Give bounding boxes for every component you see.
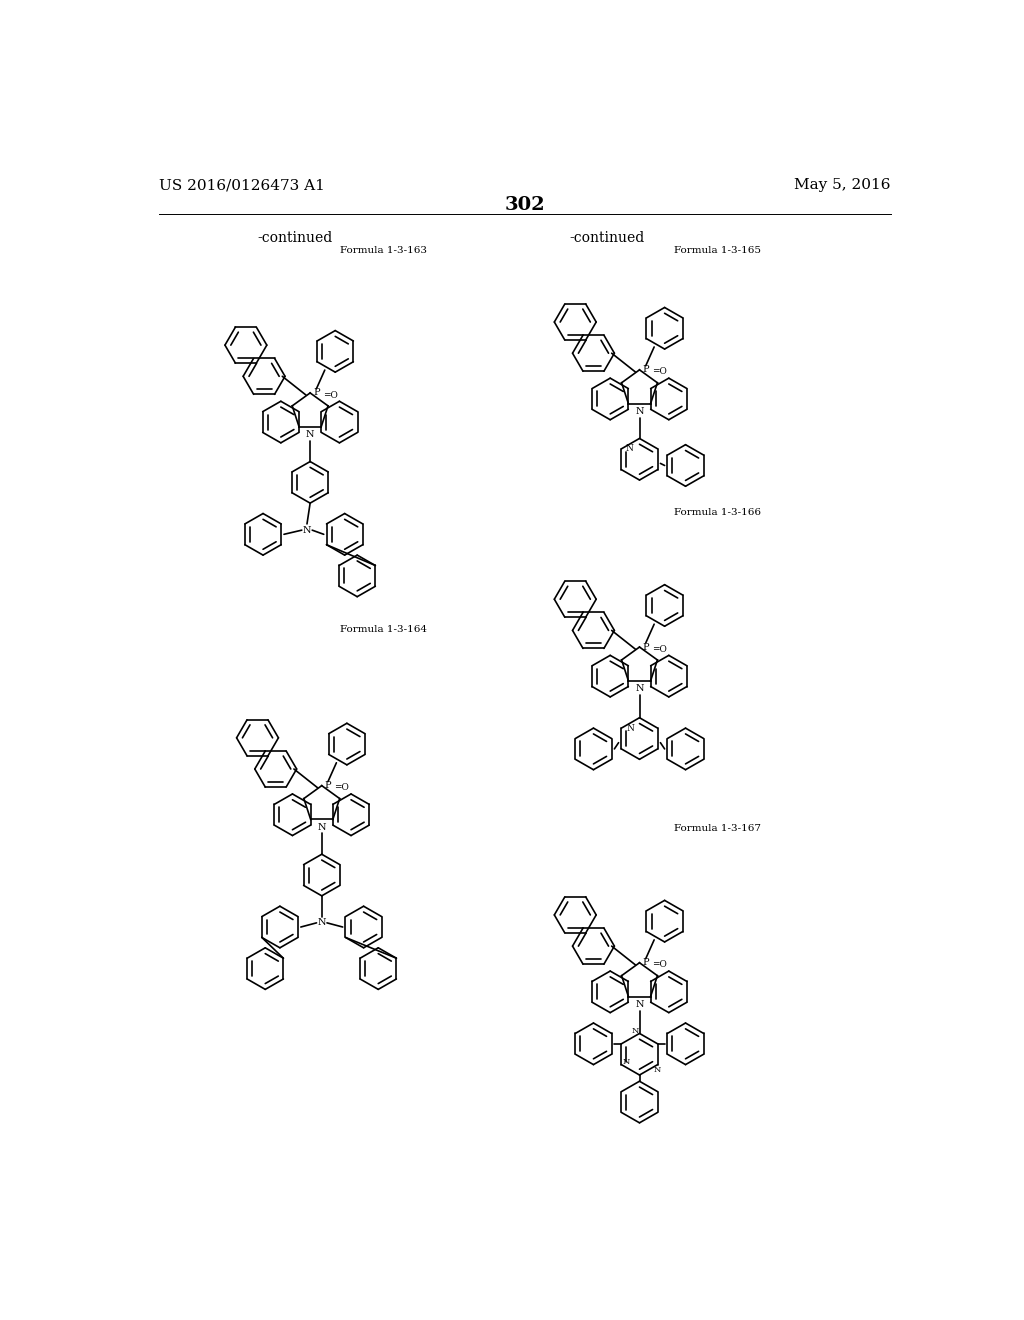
Text: P: P bbox=[643, 958, 649, 968]
Text: N: N bbox=[626, 723, 634, 733]
Text: Formula 1-3-166: Formula 1-3-166 bbox=[674, 508, 761, 517]
Text: 302: 302 bbox=[505, 195, 545, 214]
Text: N: N bbox=[625, 445, 633, 453]
Text: -continued: -continued bbox=[569, 231, 644, 244]
Text: N: N bbox=[623, 1057, 630, 1065]
Text: =O: =O bbox=[334, 783, 349, 792]
Text: N: N bbox=[635, 684, 644, 693]
Text: Formula 1-3-167: Formula 1-3-167 bbox=[674, 824, 761, 833]
Text: P: P bbox=[643, 643, 649, 652]
Text: =O: =O bbox=[323, 391, 338, 400]
Text: May 5, 2016: May 5, 2016 bbox=[794, 178, 891, 193]
Text: =O: =O bbox=[652, 644, 667, 653]
Text: N: N bbox=[306, 430, 314, 440]
Text: US 2016/0126473 A1: US 2016/0126473 A1 bbox=[159, 178, 325, 193]
Text: N: N bbox=[317, 822, 326, 832]
Text: -continued: -continued bbox=[257, 231, 332, 244]
Text: P: P bbox=[313, 388, 319, 397]
Text: Formula 1-3-164: Formula 1-3-164 bbox=[340, 626, 427, 634]
Text: N: N bbox=[635, 407, 644, 416]
Text: =O: =O bbox=[652, 961, 667, 969]
Text: =O: =O bbox=[652, 367, 667, 376]
Text: Formula 1-3-165: Formula 1-3-165 bbox=[674, 247, 761, 255]
Text: N: N bbox=[303, 525, 311, 535]
Text: P: P bbox=[643, 366, 649, 375]
Text: N: N bbox=[631, 1027, 639, 1035]
Text: Formula 1-3-163: Formula 1-3-163 bbox=[340, 247, 427, 255]
Text: N: N bbox=[635, 999, 644, 1008]
Text: N: N bbox=[654, 1067, 662, 1074]
Text: P: P bbox=[325, 781, 332, 791]
Text: N: N bbox=[317, 919, 326, 928]
